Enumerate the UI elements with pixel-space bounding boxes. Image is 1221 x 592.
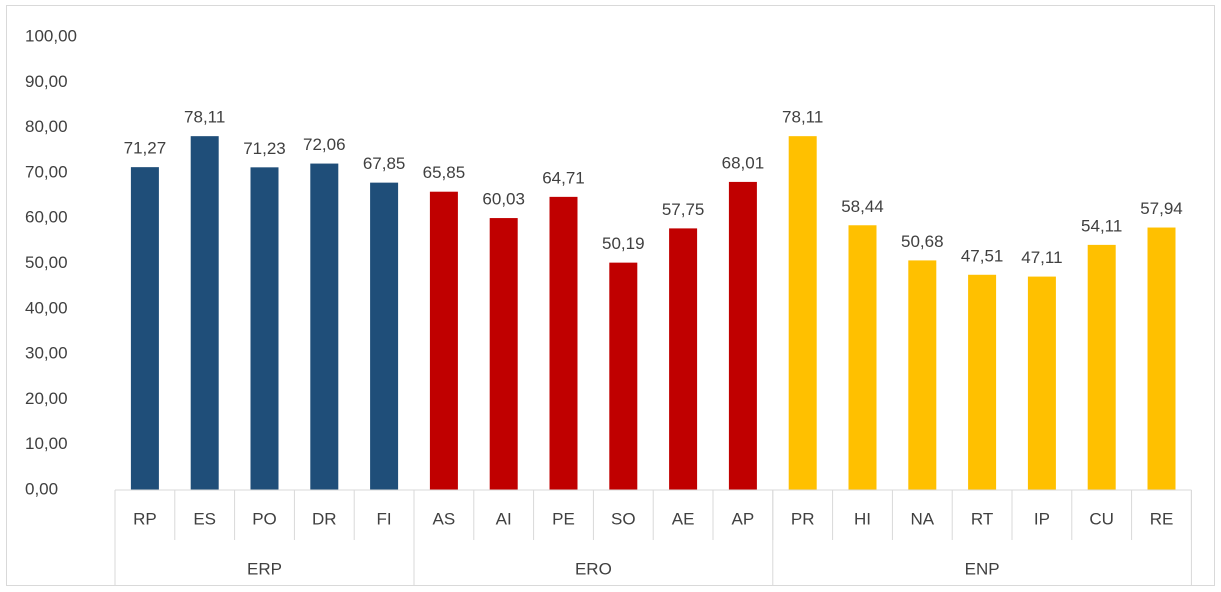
data-label: 72,06: [303, 135, 346, 154]
data-label: 47,11: [1021, 248, 1062, 267]
bar: [848, 225, 877, 491]
group-label: ENP: [965, 559, 1000, 578]
bar: [1147, 227, 1176, 490]
x-tick-label: NA: [910, 509, 934, 528]
bar: [968, 274, 997, 490]
data-label: 64,71: [542, 168, 585, 187]
data-label: 47,51: [961, 246, 1004, 265]
y-tick-label: 50,00: [25, 253, 68, 272]
y-tick-label: 90,00: [25, 72, 68, 91]
data-label: 71,27: [124, 139, 167, 158]
bar: [1087, 244, 1116, 490]
data-label: 57,75: [662, 200, 705, 219]
data-label: 78,11: [184, 108, 225, 127]
data-label: 50,68: [901, 232, 944, 251]
y-tick-label: 100,00: [25, 26, 77, 45]
y-tick-label: 10,00: [25, 434, 68, 453]
data-label: 60,03: [482, 190, 525, 209]
x-tick-label: RT: [971, 509, 993, 528]
group-label: ERO: [575, 559, 612, 578]
x-tick-label: AS: [433, 509, 456, 528]
y-tick-label: 20,00: [25, 389, 68, 408]
y-tick-label: 70,00: [25, 162, 68, 181]
data-label: 68,01: [722, 153, 765, 172]
group-label: ERP: [247, 559, 282, 578]
y-tick-label: 30,00: [25, 344, 68, 363]
data-label: 71,23: [243, 139, 286, 158]
data-label: 78,11: [782, 108, 823, 127]
y-tick-label: 0,00: [25, 479, 58, 498]
x-tick-label: CU: [1089, 509, 1114, 528]
data-label: 65,85: [423, 163, 466, 182]
bar: [1027, 276, 1056, 490]
y-tick-label: 60,00: [25, 208, 68, 227]
bar: [130, 167, 159, 490]
bar: [429, 191, 458, 490]
x-tick-label: DR: [312, 509, 337, 528]
data-label: 54,11: [1081, 216, 1122, 235]
bar: [788, 136, 817, 491]
y-tick-label: 40,00: [25, 298, 68, 317]
bar: [728, 181, 757, 490]
data-label: 58,44: [841, 197, 884, 216]
x-tick-label: PE: [552, 509, 575, 528]
bar: [370, 182, 399, 490]
bar: [669, 228, 698, 490]
bar: [310, 163, 339, 490]
x-tick-label: IP: [1034, 509, 1050, 528]
data-label: 67,85: [363, 154, 406, 173]
bar: [250, 167, 279, 490]
x-tick-label: RE: [1150, 509, 1174, 528]
bar: [908, 260, 937, 490]
x-tick-label: PO: [252, 509, 277, 528]
x-tick-label: RP: [133, 509, 157, 528]
bar: [190, 136, 219, 491]
bar: [609, 262, 638, 490]
x-tick-label: FI: [377, 509, 392, 528]
data-label: 57,94: [1140, 199, 1183, 218]
x-tick-label: AI: [496, 509, 512, 528]
x-tick-label: PR: [791, 509, 815, 528]
y-tick-label: 80,00: [25, 117, 68, 136]
bar: [549, 196, 578, 490]
x-tick-label: ES: [193, 509, 216, 528]
chart-frame: [6, 5, 1215, 586]
x-tick-label: HI: [854, 509, 871, 528]
x-tick-label: SO: [611, 509, 636, 528]
bar: [489, 218, 518, 491]
x-tick-label: AP: [732, 509, 755, 528]
x-tick-label: AE: [672, 509, 695, 528]
data-label: 50,19: [602, 234, 645, 253]
